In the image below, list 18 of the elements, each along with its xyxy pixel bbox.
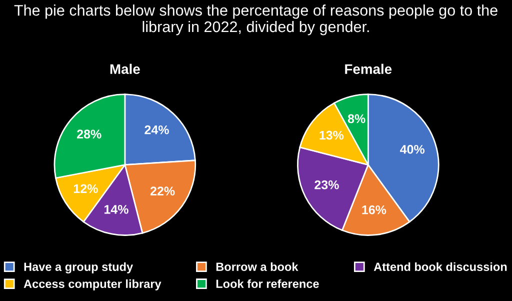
data-label: 16% — [362, 205, 386, 214]
data-label: 23% — [314, 180, 339, 190]
text: The pie charts below shows the percentage of reasons people go to the library in 2022, divided by gender. — [14, 4, 498, 36]
legend-label: Attend book discussion — [374, 262, 507, 272]
data-label: 40% — [400, 144, 425, 154]
chart-title: Male — [110, 64, 140, 74]
legend-label: Have a group study — [24, 262, 134, 274]
data-label: 24% — [144, 125, 169, 134]
data-label: 12% — [74, 184, 98, 194]
data-label: 13% — [320, 130, 344, 140]
data-label: 8% — [348, 114, 366, 124]
chart-title: Female — [345, 64, 392, 74]
data-label: 22% — [150, 186, 175, 196]
data-label: 28% — [77, 130, 102, 139]
legend-label: Access computer library — [24, 279, 162, 290]
data-label: 14% — [104, 204, 128, 214]
legend-label: Borrow a book — [216, 262, 298, 272]
legend-label: Look for reference — [216, 279, 319, 288]
